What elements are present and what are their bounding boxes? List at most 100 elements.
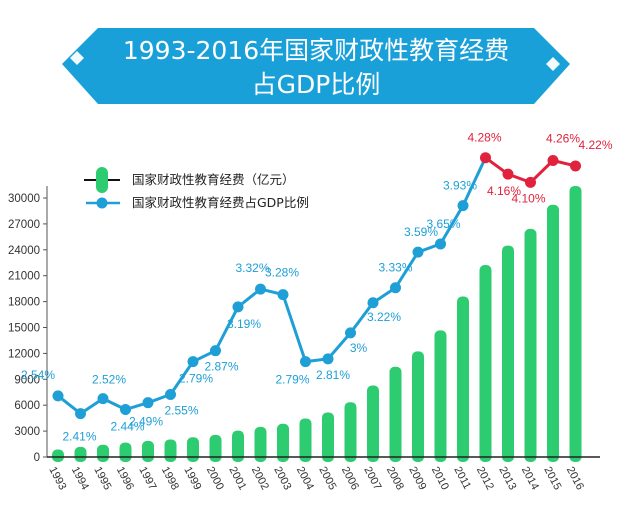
title-banner: 1993-2016年国家财政性教育经费 占GDP比例 <box>62 28 570 104</box>
x-tick-label: 2011 <box>451 465 473 492</box>
ratio-data-label: 4.10% <box>511 191 545 205</box>
ratio-data-label: 2.44% <box>110 420 144 434</box>
ratio-data-label: 4.22% <box>578 138 612 152</box>
bar <box>232 430 244 462</box>
ratio-data-label: 4.16% <box>487 184 521 198</box>
line-series <box>52 152 581 420</box>
legend-bar-swatch <box>96 167 108 193</box>
y-tick-label: 6000 <box>14 400 40 412</box>
y-tick-label: 18000 <box>8 297 40 309</box>
x-tick-label: 2009 <box>406 465 428 492</box>
ratio-point <box>570 160 581 172</box>
ratio-point <box>412 246 424 258</box>
bar <box>277 423 289 462</box>
x-tick-label: 2015 <box>541 465 563 492</box>
ratio-data-label: 2.79% <box>275 373 309 387</box>
ratio-data-label: 3.93% <box>443 179 477 193</box>
ratio-point <box>52 390 64 402</box>
legend: 国家财政性教育经费（亿元） 国家财政性教育经费占GDP比例 <box>84 167 309 210</box>
ratio-data-label: 2.81% <box>316 368 350 382</box>
ratio-data-label: 2.54% <box>21 368 55 382</box>
ratio-point <box>120 404 131 416</box>
bar <box>389 366 402 462</box>
bar <box>367 385 379 462</box>
bar <box>479 265 492 462</box>
x-tick-label: 2014 <box>519 465 541 492</box>
x-tick-label: 2013 <box>496 465 518 492</box>
x-tick-label: 2008 <box>384 465 406 492</box>
bar <box>299 418 312 462</box>
ratio-point <box>277 289 289 301</box>
ratio-data-label: 2.79% <box>179 372 213 386</box>
ratio-point <box>435 238 446 250</box>
ratio-data-label: 3.32% <box>235 261 269 275</box>
x-tick-label: 2003 <box>271 465 293 492</box>
ratio-data-label: 2.41% <box>62 430 96 444</box>
x-tick-label: 1995 <box>91 465 113 492</box>
legend-line-marker <box>96 197 108 209</box>
ratio-data-label: 3.65% <box>426 217 460 231</box>
ratio-point <box>300 356 311 368</box>
bar <box>502 245 514 462</box>
x-tick-label: 2007 <box>361 465 383 492</box>
y-tick-label: 12000 <box>8 348 40 360</box>
x-tick-label: 2002 <box>249 465 271 492</box>
ratio-data-label: 3.19% <box>227 317 261 331</box>
y-tick-label: 27000 <box>8 219 40 231</box>
ratio-point <box>480 152 491 164</box>
chart-title-line1: 1993-2016年国家财政性教育经费 <box>123 36 509 65</box>
ratio-data-label: 2.87% <box>204 360 238 374</box>
legend-line-label: 国家财政性教育经费占GDP比例 <box>132 195 309 210</box>
bar <box>209 434 222 462</box>
bar <box>52 449 64 462</box>
y-tick-label: 24000 <box>8 245 40 257</box>
x-tick-label: 2016 <box>564 465 586 492</box>
ratio-point <box>97 393 109 405</box>
data-labels: 2.54%2.41%2.52%2.44%2.49%2.55%2.79%2.87%… <box>21 131 613 444</box>
ratio-point <box>367 297 379 309</box>
y-tick-label: 0 <box>34 452 40 464</box>
bar <box>524 228 537 462</box>
y-tick-label: 21000 <box>8 271 40 283</box>
bar <box>344 402 357 462</box>
ratio-point <box>322 353 334 365</box>
x-tick-label: 2001 <box>226 465 248 492</box>
ratio-data-label: 4.28% <box>467 131 501 145</box>
x-tick-label: 2012 <box>474 465 496 492</box>
bar <box>547 204 559 462</box>
bar <box>254 426 267 462</box>
ratio-data-label: 3.28% <box>265 266 299 280</box>
chart-title-line2: 占GDP比例 <box>252 70 381 99</box>
x-tick-label: 2010 <box>429 465 451 492</box>
bar <box>97 444 109 462</box>
legend-bar-label: 国家财政性教育经费（亿元） <box>132 172 295 187</box>
x-tick-label: 1993 <box>46 465 68 492</box>
x-tick-label: 1996 <box>114 465 136 492</box>
ratio-point <box>165 388 176 400</box>
ratio-point <box>525 176 536 188</box>
ratio-data-label: 2.52% <box>92 373 126 387</box>
y-tick-label: 3000 <box>14 426 40 438</box>
x-tick-label: 2006 <box>339 465 361 492</box>
bar <box>164 439 177 462</box>
x-tick-label: 1999 <box>181 465 203 492</box>
ratio-point <box>345 327 356 339</box>
bar <box>322 412 334 462</box>
ratio-point <box>502 168 514 180</box>
bar <box>187 437 199 462</box>
ratio-data-label: 3.33% <box>378 261 412 275</box>
x-tick-label: 1997 <box>136 465 158 492</box>
ratio-data-label: 3.22% <box>367 310 401 324</box>
ratio-data-label: 2.49% <box>129 415 163 429</box>
y-tick-label: 30000 <box>8 193 40 205</box>
bar-series <box>52 185 582 462</box>
bar <box>457 296 469 462</box>
title-banner-shape <box>62 28 570 104</box>
x-tick-label: 2000 <box>204 465 226 492</box>
y-axis: 3000027000240002100018000150001200090006… <box>8 186 48 464</box>
ratio-point <box>457 200 469 212</box>
bar <box>74 446 87 462</box>
bar <box>142 440 154 462</box>
